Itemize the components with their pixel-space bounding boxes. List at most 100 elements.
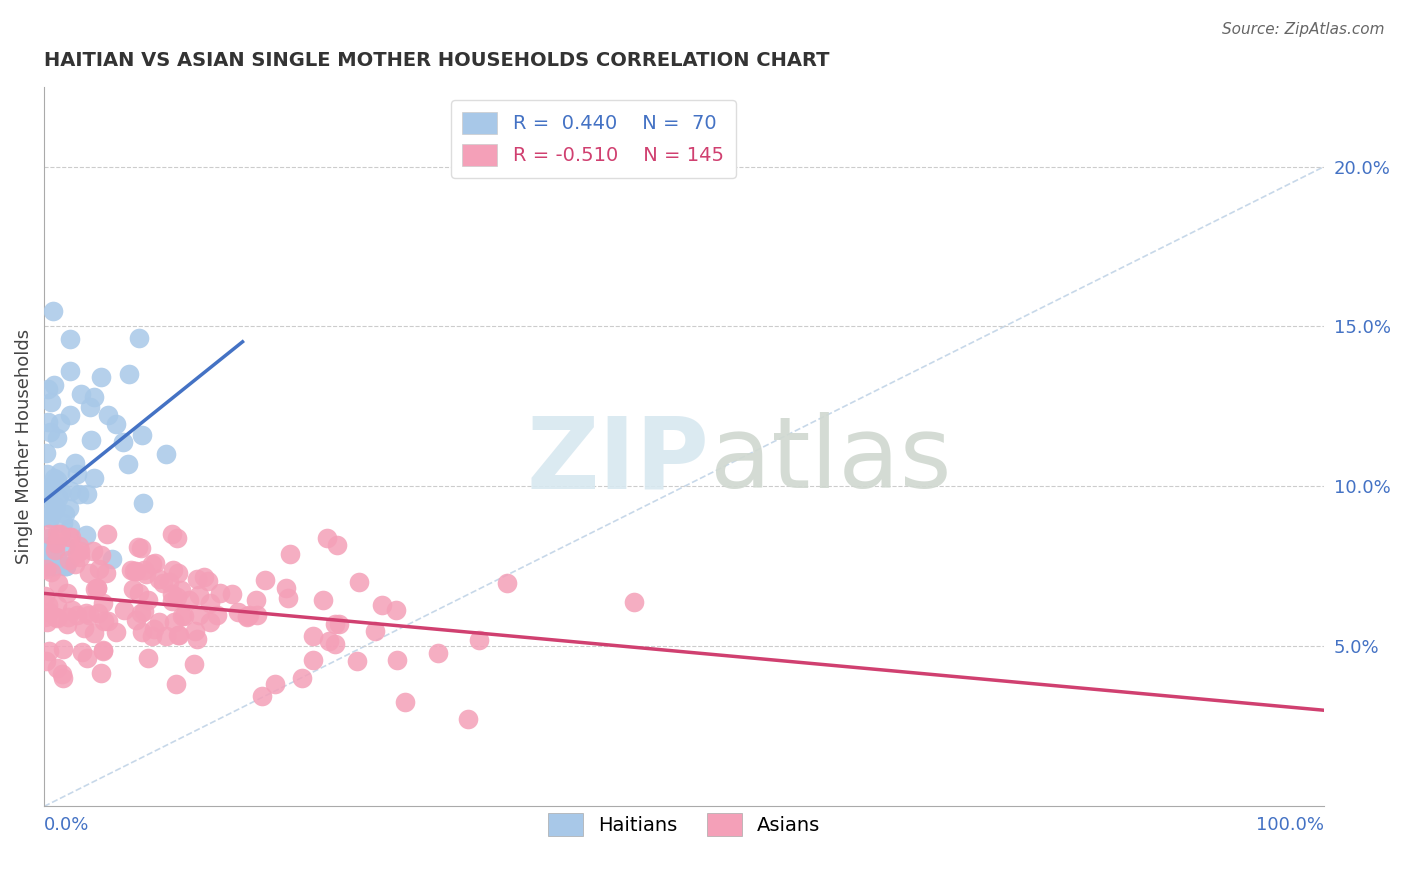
Point [90, 548, 112, 562]
Point [162, 563, 184, 577]
Point [457, 712, 479, 726]
Point [183, 657, 205, 671]
Point [163, 615, 186, 629]
Point [38, 644, 60, 658]
Point [301, 629, 323, 643]
Point [42, 304, 65, 318]
Point [128, 586, 150, 600]
Point [193, 570, 215, 584]
Point [246, 608, 269, 623]
Point [49, 416, 72, 430]
Point [59, 521, 82, 535]
Point [250, 689, 273, 703]
Point [42, 559, 65, 574]
Point [167, 628, 190, 642]
Point [198, 615, 221, 629]
Point [370, 598, 392, 612]
Point [226, 605, 249, 619]
Point [162, 527, 184, 541]
Point [35, 654, 58, 668]
Point [35, 559, 58, 574]
Legend: Haitians, Asians: Haitians, Asians [540, 805, 828, 844]
Point [45, 527, 67, 541]
Point [136, 651, 159, 665]
Point [59, 363, 82, 377]
Point [86, 581, 108, 595]
Point [79, 433, 101, 447]
Point [59, 530, 82, 544]
Point [38, 605, 60, 619]
Point [60, 603, 83, 617]
Point [35, 488, 58, 502]
Point [141, 558, 163, 572]
Point [34, 610, 56, 624]
Point [125, 613, 148, 627]
Point [82, 544, 104, 558]
Text: HAITIAN VS ASIAN SINGLE MOTHER HOUSEHOLDS CORRELATION CHART: HAITIAN VS ASIAN SINGLE MOTHER HOUSEHOLD… [44, 51, 830, 70]
Point [264, 677, 287, 691]
Text: atlas: atlas [710, 412, 952, 509]
Point [45, 661, 67, 675]
Point [49, 465, 72, 479]
Point [44, 542, 66, 557]
Point [122, 582, 145, 597]
Point [75, 606, 97, 620]
Point [122, 564, 145, 578]
Point [76, 651, 98, 665]
Y-axis label: Single Mother Households: Single Mother Households [15, 329, 32, 564]
Point [38, 511, 60, 525]
Point [53, 559, 76, 574]
Point [65, 557, 87, 571]
Point [72, 621, 94, 635]
Point [44, 501, 66, 516]
Point [38, 539, 60, 553]
Point [301, 653, 323, 667]
Point [77, 566, 100, 580]
Point [38, 559, 60, 574]
Point [58, 500, 80, 515]
Point [148, 572, 170, 586]
Point [184, 624, 207, 638]
Point [166, 590, 188, 604]
Point [197, 574, 219, 589]
Point [152, 576, 174, 591]
Point [69, 550, 91, 565]
Point [55, 559, 77, 574]
Point [72, 645, 94, 659]
Point [83, 390, 105, 404]
Point [58, 530, 80, 544]
Point [59, 408, 82, 422]
Point [44, 543, 66, 558]
Point [45, 598, 67, 612]
Point [318, 634, 340, 648]
Point [83, 582, 105, 597]
Point [165, 677, 187, 691]
Point [38, 425, 60, 439]
Point [112, 603, 135, 617]
Point [67, 487, 90, 501]
Point [86, 606, 108, 620]
Point [46, 431, 69, 445]
Point [112, 435, 135, 450]
Point [38, 527, 60, 541]
Point [132, 496, 155, 510]
Point [56, 610, 79, 624]
Point [186, 632, 208, 647]
Point [35, 562, 58, 576]
Point [37, 559, 59, 574]
Point [186, 573, 208, 587]
Point [46, 611, 69, 625]
Point [79, 400, 101, 414]
Point [198, 596, 221, 610]
Point [44, 471, 66, 485]
Point [325, 637, 347, 651]
Point [221, 587, 243, 601]
Point [65, 608, 87, 623]
Point [623, 595, 645, 609]
Point [155, 447, 177, 461]
Point [87, 562, 110, 576]
Point [364, 624, 387, 638]
Point [34, 482, 56, 496]
Point [37, 382, 59, 396]
Point [385, 603, 408, 617]
